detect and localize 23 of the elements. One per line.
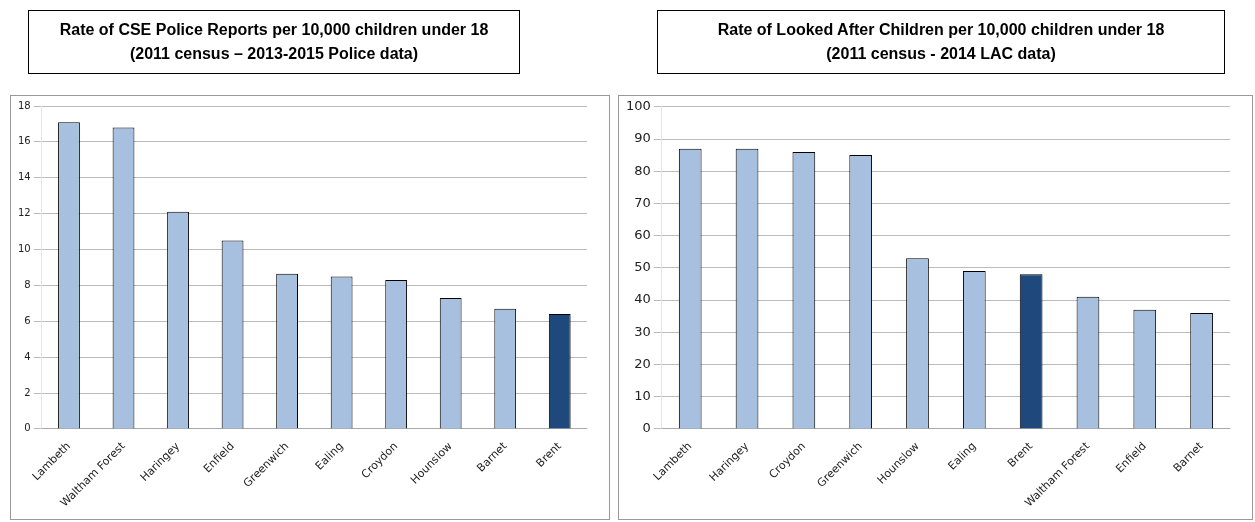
y-tick-label: 6	[24, 314, 31, 326]
y-tick-label: 70	[634, 194, 651, 210]
y-tick-label: 20	[634, 355, 651, 371]
chart-title: Rate of CSE Police Reports per 10,000 children under 18 (2011 census – 2013-2015 Police data)	[28, 10, 520, 74]
y-tick-label: 2	[24, 386, 31, 398]
y-tick-label: 12	[17, 207, 31, 219]
y-tick-label: 4	[24, 350, 31, 362]
y-tick-label: 40	[634, 291, 651, 307]
y-tick-label: 60	[634, 227, 651, 243]
y-tick-label: 16	[17, 135, 31, 147]
y-tick-label: 8	[24, 278, 31, 290]
chart-title: Rate of Looked After Children per 10,000 children under 18 (2011 census - 2014 LAC data)	[657, 10, 1225, 74]
y-tick-label: 18	[17, 99, 31, 111]
y-tick-label: 10	[17, 243, 31, 255]
y-tick-label: 30	[634, 323, 651, 339]
y-tick-label: 50	[634, 259, 651, 275]
y-tick-label: 80	[634, 162, 651, 178]
y-tick-label: 90	[634, 130, 651, 146]
y-tick-label: 0	[642, 420, 651, 436]
y-tick-label: 10	[634, 388, 651, 404]
y-tick-label: 14	[17, 171, 31, 183]
y-tick-label: 100	[625, 98, 651, 114]
y-tick-label: 0	[24, 422, 31, 434]
